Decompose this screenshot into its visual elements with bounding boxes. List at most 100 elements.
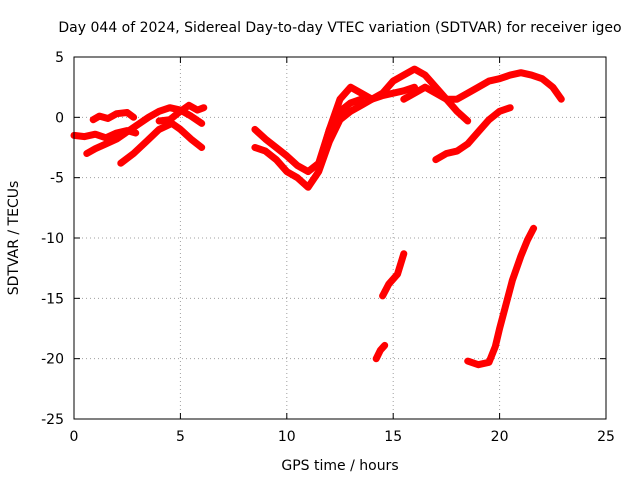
data-point bbox=[96, 113, 103, 120]
data-point bbox=[83, 150, 90, 157]
series-arc-12 bbox=[379, 250, 408, 300]
data-point bbox=[283, 152, 290, 159]
data-point bbox=[188, 136, 195, 143]
data-point bbox=[81, 133, 88, 140]
data-point bbox=[454, 96, 461, 103]
data-point bbox=[432, 156, 439, 163]
data-point bbox=[443, 150, 450, 157]
data-point bbox=[390, 90, 397, 97]
data-point bbox=[394, 271, 401, 278]
data-point bbox=[198, 144, 205, 151]
data-point bbox=[326, 126, 333, 133]
data-point bbox=[198, 120, 205, 127]
data-point bbox=[517, 253, 524, 260]
series-arc-4 bbox=[117, 119, 206, 167]
y-tick-label: -15 bbox=[41, 291, 64, 307]
data-point bbox=[558, 96, 565, 103]
series-arc-11 bbox=[372, 341, 389, 363]
data-point bbox=[194, 107, 201, 114]
data-point bbox=[496, 108, 503, 115]
x-tick-label: 10 bbox=[278, 429, 296, 445]
data-point bbox=[294, 174, 301, 181]
data-point bbox=[166, 104, 173, 111]
data-point bbox=[177, 126, 184, 133]
data-point bbox=[400, 87, 407, 94]
data-point bbox=[475, 361, 482, 368]
data-point bbox=[432, 90, 439, 97]
y-tick-label: -10 bbox=[41, 231, 64, 247]
data-point bbox=[117, 160, 124, 167]
data-point bbox=[358, 90, 365, 97]
data-point bbox=[134, 121, 141, 128]
data-point bbox=[294, 162, 301, 169]
data-point bbox=[124, 128, 131, 135]
y-tick-label: -25 bbox=[41, 412, 64, 428]
data-point bbox=[145, 114, 152, 121]
data-point bbox=[90, 116, 97, 123]
data-point bbox=[305, 168, 312, 175]
data-point bbox=[273, 156, 280, 163]
data-point bbox=[358, 102, 365, 109]
series-layer bbox=[70, 65, 565, 369]
data-point bbox=[509, 277, 516, 284]
data-point bbox=[475, 84, 482, 91]
data-point bbox=[143, 138, 150, 145]
data-point bbox=[92, 145, 99, 152]
y-tick-label: -5 bbox=[50, 171, 64, 187]
data-point bbox=[156, 117, 163, 124]
data-point bbox=[422, 84, 429, 91]
x-tick-label: 20 bbox=[491, 429, 509, 445]
data-point bbox=[185, 102, 192, 109]
data-point bbox=[347, 108, 354, 115]
y-axis-label: SDTVAR / TECUs bbox=[6, 181, 22, 296]
data-point bbox=[379, 292, 386, 299]
data-point bbox=[358, 96, 365, 103]
data-point bbox=[188, 113, 195, 120]
series-line bbox=[400, 69, 565, 103]
x-tick-label: 15 bbox=[384, 429, 402, 445]
data-point bbox=[502, 301, 509, 308]
data-point bbox=[496, 325, 503, 332]
data-point bbox=[102, 140, 109, 147]
data-point bbox=[485, 359, 492, 366]
y-tick-label: 0 bbox=[55, 110, 64, 126]
series-arc-10 bbox=[432, 104, 514, 164]
x-tick-label: 5 bbox=[176, 429, 185, 445]
data-point bbox=[315, 168, 322, 175]
data-point bbox=[517, 69, 524, 76]
data-point bbox=[156, 126, 163, 133]
data-point bbox=[251, 144, 258, 151]
data-point bbox=[283, 168, 290, 175]
series-line bbox=[251, 83, 418, 191]
data-point bbox=[464, 358, 471, 365]
data-point bbox=[262, 148, 269, 155]
data-point bbox=[530, 225, 537, 232]
data-point bbox=[524, 237, 531, 244]
data-point bbox=[464, 117, 471, 124]
data-point bbox=[132, 130, 139, 137]
data-point bbox=[492, 343, 499, 350]
data-point bbox=[373, 355, 380, 362]
series-line bbox=[379, 250, 408, 300]
data-point bbox=[400, 96, 407, 103]
data-point bbox=[496, 75, 503, 82]
data-point bbox=[485, 78, 492, 85]
data-point bbox=[368, 96, 375, 103]
data-point bbox=[381, 342, 388, 349]
series-arc-9 bbox=[400, 69, 565, 103]
data-point bbox=[337, 116, 343, 123]
data-point bbox=[347, 99, 354, 106]
x-tick-label: 0 bbox=[70, 429, 79, 445]
data-point bbox=[156, 108, 163, 115]
data-point bbox=[464, 140, 471, 147]
data-point bbox=[200, 104, 207, 111]
axis-ticks: 0 5 10 15 20 25 -25 -20 -15 -10 -5 0 5 bbox=[41, 50, 615, 445]
series-arc-2 bbox=[89, 109, 138, 124]
data-point bbox=[411, 90, 418, 97]
data-point bbox=[113, 110, 120, 117]
data-point bbox=[305, 184, 312, 191]
chart-title: Day 044 of 2024, Sidereal Day-to-day VTE… bbox=[58, 20, 621, 36]
data-point bbox=[464, 90, 471, 97]
